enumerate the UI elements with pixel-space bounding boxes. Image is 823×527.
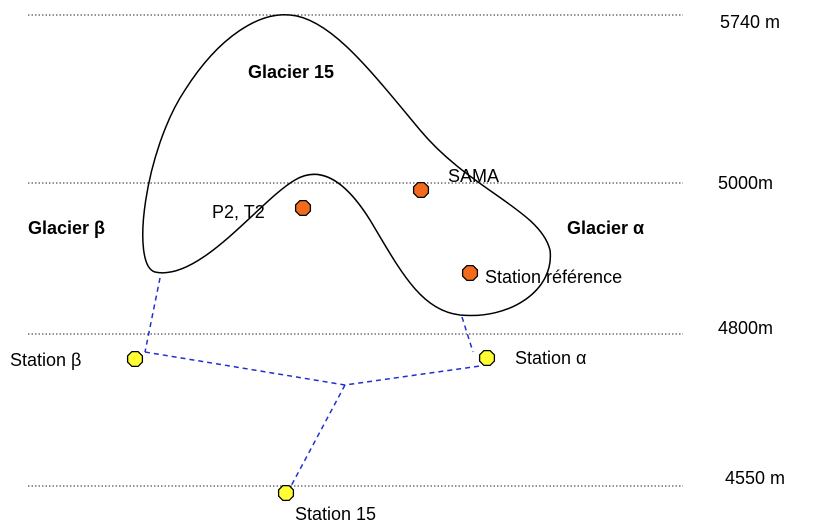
site-label: SAMA bbox=[448, 166, 499, 186]
site-label: Station référence bbox=[485, 267, 622, 287]
link bbox=[144, 277, 161, 353]
glacier-outline bbox=[142, 14, 552, 317]
station-marker bbox=[277, 484, 295, 502]
link bbox=[461, 316, 474, 353]
elevation-label: 5000m bbox=[718, 173, 773, 193]
station-label: Station 15 bbox=[295, 504, 376, 524]
station-marker bbox=[126, 350, 144, 368]
station-label: Station α bbox=[515, 348, 586, 368]
site-marker bbox=[412, 181, 430, 199]
link bbox=[289, 384, 346, 489]
glacier-label: Glacier β bbox=[28, 218, 105, 238]
elevation-label: 4550 m bbox=[725, 468, 785, 488]
site-label: P2, T2 bbox=[212, 202, 265, 222]
glacier-label: Glacier α bbox=[567, 218, 644, 238]
elevation-label: 4800m bbox=[718, 318, 773, 338]
site-marker bbox=[461, 264, 479, 282]
glacier-label: Glacier 15 bbox=[248, 62, 334, 82]
station-marker bbox=[478, 349, 496, 367]
elevation-label: 5740 m bbox=[720, 12, 780, 32]
station-label: Station β bbox=[10, 350, 81, 370]
site-marker bbox=[294, 199, 312, 217]
link bbox=[144, 351, 481, 386]
